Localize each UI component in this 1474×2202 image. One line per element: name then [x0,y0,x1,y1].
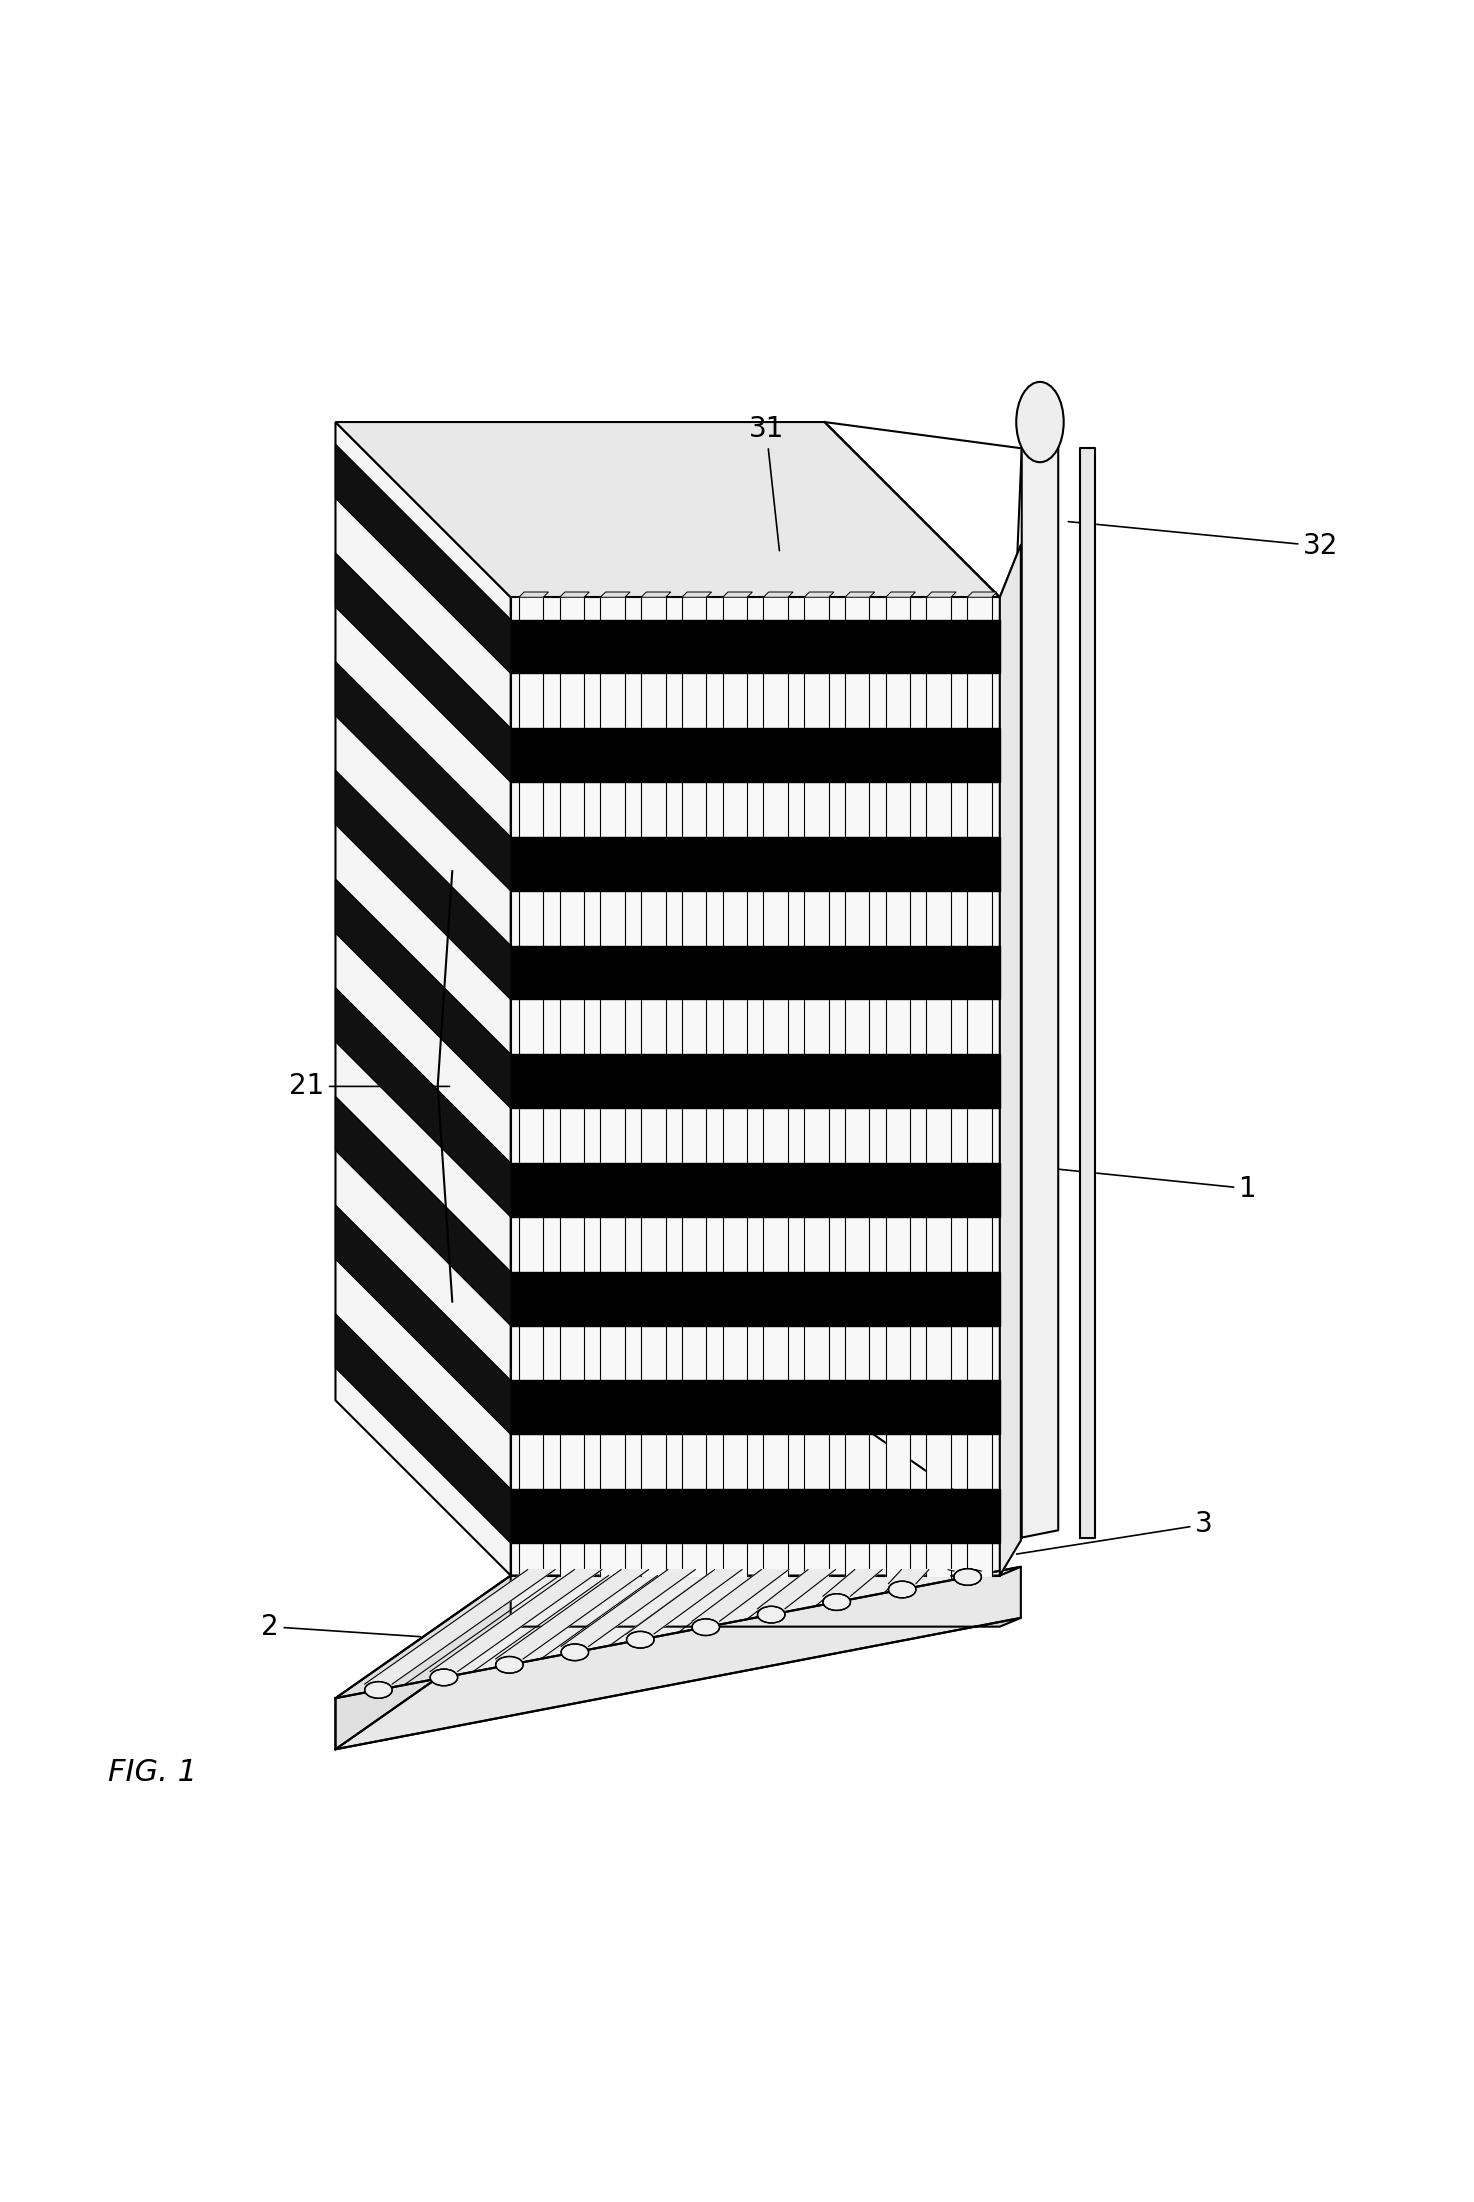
Polygon shape [722,597,747,1577]
Polygon shape [510,1273,999,1326]
Polygon shape [336,1568,1021,1748]
Polygon shape [886,592,915,597]
Polygon shape [626,1570,741,1634]
Polygon shape [495,1570,649,1658]
Polygon shape [510,1055,999,1108]
Ellipse shape [430,1669,457,1687]
Polygon shape [510,597,999,1577]
Polygon shape [336,1577,510,1748]
Text: 2: 2 [261,1612,420,1640]
Ellipse shape [626,1632,654,1647]
Polygon shape [682,592,712,597]
Polygon shape [845,592,874,597]
Ellipse shape [691,1618,719,1636]
Polygon shape [510,1163,999,1218]
Polygon shape [889,1570,929,1583]
Polygon shape [1021,440,1058,1537]
Polygon shape [927,592,957,597]
Polygon shape [927,597,951,1577]
Polygon shape [510,619,999,674]
Ellipse shape [562,1645,588,1660]
Polygon shape [510,837,999,892]
Ellipse shape [758,1605,786,1623]
Polygon shape [764,597,789,1577]
Polygon shape [336,445,510,674]
Polygon shape [336,771,510,1000]
Ellipse shape [822,1594,850,1610]
Ellipse shape [1016,381,1064,462]
Polygon shape [600,597,625,1577]
Polygon shape [336,423,999,597]
Polygon shape [364,1570,556,1685]
Text: 32: 32 [1069,522,1338,559]
Polygon shape [691,1570,789,1621]
Polygon shape [845,597,870,1577]
Polygon shape [560,597,584,1577]
Polygon shape [336,663,510,892]
Polygon shape [510,729,999,782]
Text: 3: 3 [1017,1511,1213,1555]
Polygon shape [510,945,999,1000]
Polygon shape [510,1489,999,1544]
Polygon shape [967,597,992,1577]
Polygon shape [600,592,629,597]
Polygon shape [641,597,666,1577]
Polygon shape [562,1570,696,1647]
Polygon shape [886,597,909,1577]
Text: 31: 31 [749,416,784,550]
Polygon shape [758,1570,836,1610]
Polygon shape [336,1315,510,1544]
Text: 1: 1 [1017,1165,1257,1202]
Polygon shape [336,879,510,1108]
Polygon shape [1080,449,1095,1537]
Polygon shape [336,1097,510,1326]
Polygon shape [682,597,706,1577]
Polygon shape [336,423,510,1577]
Text: 21: 21 [289,1072,450,1101]
Polygon shape [336,1618,1021,1748]
Polygon shape [519,597,544,1577]
Ellipse shape [495,1656,523,1674]
Polygon shape [336,553,510,782]
Polygon shape [999,544,1021,1577]
Ellipse shape [889,1581,915,1599]
Polygon shape [822,1570,881,1596]
Polygon shape [336,1568,1021,1698]
Polygon shape [336,989,510,1218]
Polygon shape [510,1381,999,1434]
Polygon shape [560,592,590,597]
Polygon shape [764,592,793,597]
Text: FIG. 1: FIG. 1 [109,1757,198,1788]
Polygon shape [722,592,752,597]
Polygon shape [430,1570,601,1671]
Polygon shape [519,592,548,597]
Polygon shape [641,592,671,597]
Ellipse shape [364,1682,392,1698]
Polygon shape [805,592,834,597]
Polygon shape [336,1204,510,1434]
Ellipse shape [954,1568,982,1585]
Polygon shape [967,592,996,597]
Polygon shape [805,597,828,1577]
